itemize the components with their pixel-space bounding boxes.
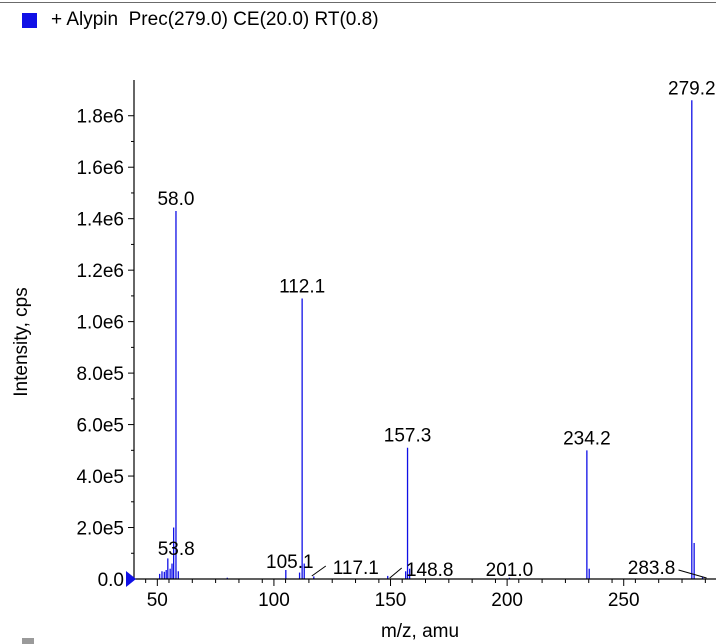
peak-label: 283.8: [628, 558, 676, 579]
y-tick-label: 2.0e5: [76, 519, 124, 540]
x-tick-label: 100: [258, 590, 290, 611]
x-axis-title: m/z, amu: [381, 621, 459, 642]
peak-label-leader: [678, 569, 707, 579]
peak-label: 117.1: [333, 558, 379, 579]
y-axis-title: Intensity, cps: [11, 287, 32, 396]
peak-label: 279.2: [668, 78, 716, 99]
baseline-marker: [126, 571, 136, 587]
x-tick-label: 150: [375, 590, 407, 611]
y-tick-label: 1.6e6: [76, 158, 124, 179]
x-tick-label: 250: [608, 590, 640, 611]
peak-label: 157.3: [384, 426, 432, 447]
y-tick-label: 0.0: [98, 570, 124, 591]
y-tick-label: 1.2e6: [76, 261, 124, 282]
chart-title: + Alypin Prec(279.0) CE(20.0) RT(0.8): [51, 9, 379, 30]
peak-labels: 58.0 112.1 157.3 234.2 279.2 53.8 105.1 117.1 14…: [157, 78, 715, 581]
bottom-legend-mark: [22, 638, 34, 644]
peak-label: 148.8: [406, 560, 454, 581]
y-tick-label: 6.0e5: [76, 416, 124, 437]
peak-label: 112.1: [279, 276, 325, 297]
chart-header: + Alypin Prec(279.0) CE(20.0) RT(0.8): [22, 9, 379, 31]
top-rule: [0, 2, 716, 3]
y-tick-label: 4.0e5: [76, 467, 124, 488]
peak-label-leader: [389, 567, 403, 579]
peak-label: 234.2: [563, 428, 611, 449]
peak-label: 53.8: [158, 539, 195, 560]
x-tick-label: 50: [147, 590, 168, 611]
peak-label: 105.1: [266, 552, 314, 573]
peak-label: 201.0: [486, 560, 534, 581]
peak-label: 58.0: [157, 189, 194, 210]
y-tick-label: 1.8e6: [76, 107, 124, 128]
peak-label-leader: [311, 565, 327, 577]
x-tick-label: 200: [491, 590, 523, 611]
axes: 0.0 2.0e5 4.0e5 6.0e5 8.0e5 1.0e6 1.2e6 1.4e6 1.…: [76, 80, 716, 611]
y-tick-label: 1.4e6: [76, 210, 124, 231]
series-legend-swatch: [22, 12, 37, 28]
peak-series: [159, 100, 704, 579]
y-tick-label: 1.0e6: [76, 313, 124, 334]
y-tick-label: 8.0e5: [76, 364, 124, 385]
